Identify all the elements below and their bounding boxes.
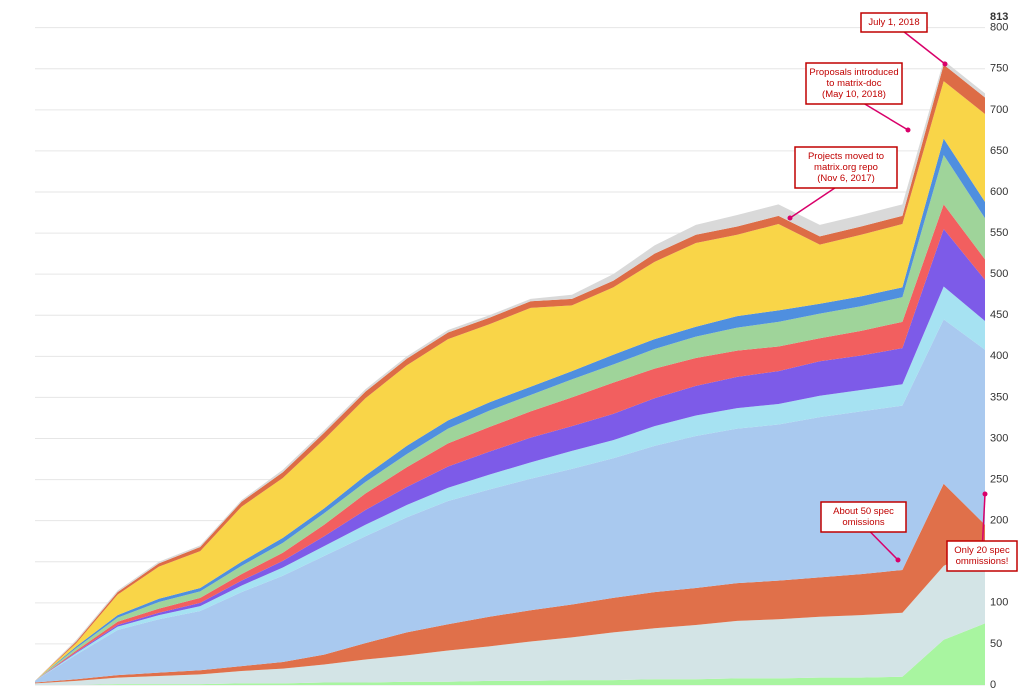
annotation-box: [794, 146, 898, 189]
annotation-text: Proposals introduced: [809, 67, 898, 78]
y-tick-label: 500: [990, 268, 1008, 280]
area: [35, 545, 985, 685]
annotation-arrow: [864, 103, 909, 131]
area: [35, 60, 985, 681]
annotation-text: (Nov 6, 2017): [817, 173, 875, 184]
y-tick-label: 100: [990, 597, 1008, 609]
annotation-text: omissions: [842, 517, 884, 528]
y-tick-label: 400: [990, 350, 1008, 362]
y-tick-label: 650: [990, 145, 1008, 157]
annotation-text: (May 10, 2018): [822, 89, 886, 100]
annotation-arrowhead: [942, 61, 948, 67]
annotation-arrow: [981, 493, 986, 542]
area: [35, 138, 985, 681]
annotation-arrowhead: [787, 215, 793, 221]
annotation-box: [860, 12, 928, 33]
annotation-arrow: [869, 531, 899, 561]
annotation-arrow: [789, 187, 836, 219]
y-tick-label: 50: [990, 638, 1002, 650]
area: [35, 483, 985, 684]
area: [35, 228, 985, 681]
y-tick-label: 450: [990, 309, 1008, 321]
y-tick-label: 813: [990, 11, 1008, 23]
area: [35, 286, 985, 681]
annotation-arrowhead: [895, 557, 901, 563]
y-tick-label: 550: [990, 227, 1008, 239]
y-tick-label: 200: [990, 515, 1008, 527]
area: [35, 623, 985, 685]
annotation-text: matrix.org repo: [814, 162, 878, 173]
annotation-box: [805, 62, 903, 105]
area: [35, 204, 985, 681]
y-tick-label: 600: [990, 186, 1008, 198]
y-tick-label: 700: [990, 104, 1008, 116]
y-tick-label: 250: [990, 473, 1008, 485]
annotation-arrowhead: [982, 491, 988, 497]
annotation-text: July 1, 2018: [868, 17, 919, 28]
y-tick-label: 800: [990, 22, 1008, 34]
annotation-box: [820, 501, 907, 533]
annotation-text: Projects moved to: [808, 151, 884, 162]
y-tick-label: 750: [990, 63, 1008, 75]
annotation-text: Only 20 spec: [954, 545, 1010, 556]
area: [35, 155, 985, 681]
annotation-arrowhead: [905, 127, 911, 133]
annotation-text: to matrix-doc: [827, 78, 882, 89]
y-tick-label: 0: [990, 679, 996, 691]
annotation-box: [946, 540, 1018, 572]
area: [35, 319, 985, 683]
y-tick-label: 300: [990, 432, 1008, 444]
annotation-text: About 50 spec: [833, 506, 894, 517]
annotation-text: ommissions!: [956, 556, 1009, 567]
y-tick-label: 350: [990, 391, 1008, 403]
annotation-arrow: [903, 31, 946, 65]
area: [35, 81, 985, 681]
